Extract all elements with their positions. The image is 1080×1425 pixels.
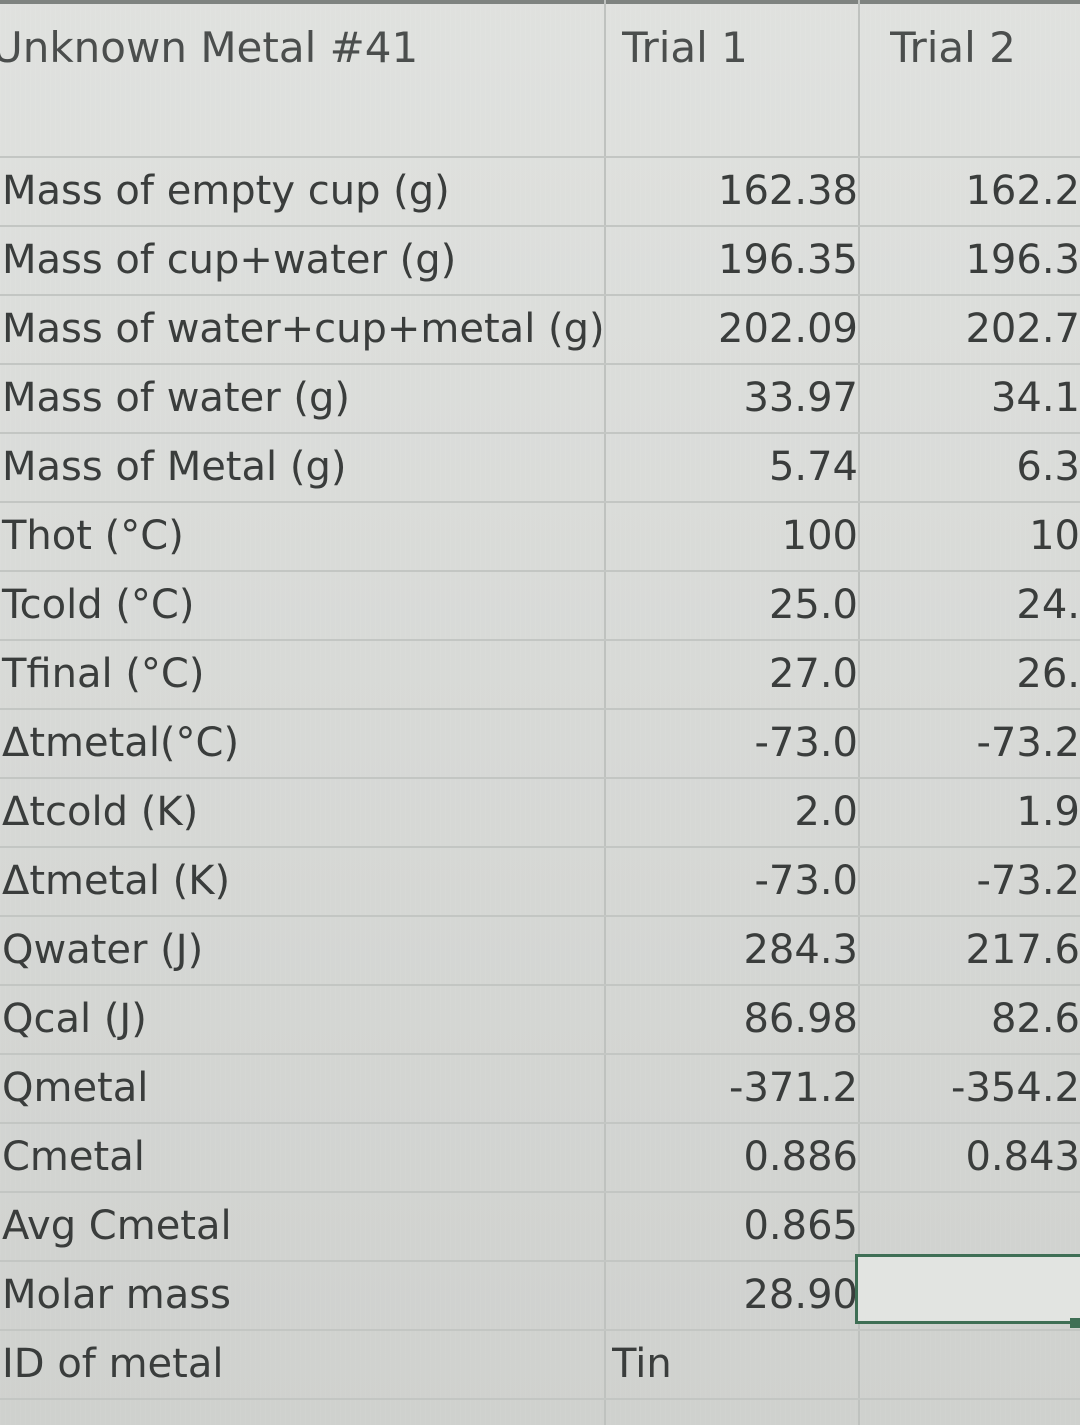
- trial2-value-cell[interactable]: 196.3: [965, 236, 1080, 283]
- trial2-value-cell[interactable]: -354.2: [951, 1064, 1080, 1111]
- row-label-cell[interactable]: Δtmetal (K): [2, 857, 231, 904]
- table-row: Avg Cmetal 0.865: [0, 1191, 1080, 1262]
- trial2-value-cell[interactable]: 24.: [1016, 581, 1080, 628]
- row-label-cell[interactable]: Molar mass: [2, 1271, 231, 1318]
- trial2-value-cell[interactable]: [870, 1191, 1080, 1260]
- table-row: Δtmetal(°C) -73.0 -73.2: [0, 708, 1080, 779]
- trial2-value-cell[interactable]: -73.2: [976, 719, 1080, 766]
- table-row: ID of metal Tin: [0, 1329, 1080, 1400]
- trial2-value-cell[interactable]: 82.6: [990, 995, 1080, 1042]
- trial2-value-cell[interactable]: 162.2: [965, 167, 1080, 214]
- row-label-cell[interactable]: Qwater (J): [2, 926, 204, 973]
- table-row: Tfinal (°C) 27.0 26.: [0, 639, 1080, 710]
- row-label-cell[interactable]: Qcal (J): [2, 995, 147, 1042]
- row-label-cell[interactable]: Δtcold (K): [2, 788, 199, 835]
- trial2-header-cell[interactable]: Trial 2: [890, 22, 1016, 72]
- trial2-value-cell[interactable]: 0.843: [965, 1133, 1080, 1180]
- trial1-value-cell[interactable]: 284.3: [743, 926, 858, 973]
- row-label-cell[interactable]: Δtmetal(°C): [2, 719, 240, 766]
- trial1-value-cell[interactable]: -73.0: [754, 719, 859, 766]
- sheet-title-cell[interactable]: Unknown Metal #41: [0, 22, 419, 72]
- table-row: Qcal (J) 86.98 82.6: [0, 984, 1080, 1055]
- row-label-cell[interactable]: Avg Cmetal: [2, 1202, 232, 1249]
- empty-row: [0, 90, 1080, 158]
- metal-id-value-cell[interactable]: Tin: [612, 1340, 672, 1387]
- row-label-cell[interactable]: Mass of water (g): [2, 374, 350, 421]
- row-label-cell[interactable]: Mass of empty cup (g): [2, 167, 450, 214]
- trial2-value-cell[interactable]: 34.1: [990, 374, 1080, 421]
- trial2-value-cell[interactable]: -73.2: [976, 857, 1080, 904]
- column-divider-a: [604, 0, 606, 1425]
- table-row: Tcold (°C) 25.0 24.: [0, 570, 1080, 641]
- trial1-value-cell[interactable]: 2.0: [794, 788, 858, 835]
- table-row: Mass of Metal (g) 5.74 6.3: [0, 432, 1080, 503]
- trial2-value-cell[interactable]: 26.: [1016, 650, 1080, 697]
- row-label-cell[interactable]: Tcold (°C): [2, 581, 195, 628]
- table-row: Δtcold (K) 2.0 1.9: [0, 777, 1080, 848]
- row-label-cell[interactable]: Thot (°C): [2, 512, 184, 559]
- trial1-value-cell[interactable]: 100: [781, 512, 858, 559]
- trial1-value-cell[interactable]: 27.0: [768, 650, 858, 697]
- trial2-value-cell[interactable]: 1.9: [1016, 788, 1080, 835]
- trial2-value-cell[interactable]: 6.3: [1016, 443, 1080, 490]
- row-label-cell[interactable]: Qmetal: [2, 1064, 149, 1111]
- trial2-value-cell[interactable]: 10: [1029, 512, 1080, 559]
- trial1-value-cell[interactable]: 5.74: [768, 443, 858, 490]
- trial2-value-cell[interactable]: [870, 1329, 1080, 1398]
- table-row: Qmetal -371.2 -354.2: [0, 1053, 1080, 1124]
- trial1-value-cell[interactable]: 0.886: [743, 1133, 858, 1180]
- table-row: Mass of cup+water (g) 196.35 196.3: [0, 225, 1080, 296]
- selected-cell[interactable]: [855, 1254, 1080, 1324]
- table-row: Mass of empty cup (g) 162.38 162.2: [0, 156, 1080, 227]
- trial1-value-cell[interactable]: 196.35: [718, 236, 858, 283]
- trial1-value-cell[interactable]: 0.865: [743, 1202, 858, 1249]
- table-row: Δtmetal (K) -73.0 -73.2: [0, 846, 1080, 917]
- trial1-header-cell[interactable]: Trial 1: [622, 22, 748, 72]
- trial1-value-cell[interactable]: 162.38: [718, 167, 858, 214]
- table-row: Mass of water (g) 33.97 34.1: [0, 363, 1080, 434]
- column-divider-b: [858, 0, 860, 1425]
- trial1-value-cell[interactable]: 28.90: [743, 1271, 858, 1318]
- trial2-value-cell[interactable]: 217.6: [965, 926, 1080, 973]
- trial1-value-cell[interactable]: -371.2: [729, 1064, 858, 1111]
- table-row: Thot (°C) 100 10: [0, 501, 1080, 572]
- table-row: Mass of water+cup+metal (g) 202.09 202.7: [0, 294, 1080, 365]
- row-label-cell[interactable]: Mass of cup+water (g): [2, 236, 457, 283]
- header-row: Unknown Metal #41 Trial 1 Trial 2: [0, 4, 1080, 90]
- row-label-cell[interactable]: Mass of Metal (g): [2, 443, 347, 490]
- row-label-cell[interactable]: Mass of water+cup+metal (g): [2, 305, 604, 352]
- trial1-value-cell[interactable]: 33.97: [743, 374, 858, 421]
- trial1-value-cell[interactable]: 202.09: [718, 305, 858, 352]
- row-label-cell[interactable]: Cmetal: [2, 1133, 145, 1180]
- row-label-cell[interactable]: Tfinal (°C): [2, 650, 205, 697]
- top-border: [0, 0, 1080, 4]
- table-row: Molar mass 28.90: [0, 1260, 1080, 1331]
- trial2-value-cell[interactable]: 202.7: [965, 305, 1080, 352]
- trial1-value-cell[interactable]: 25.0: [768, 581, 858, 628]
- trial1-value-cell[interactable]: -73.0: [754, 857, 859, 904]
- table-row: Cmetal 0.886 0.843: [0, 1122, 1080, 1193]
- fill-handle[interactable]: [1070, 1318, 1080, 1328]
- table-row: Qwater (J) 284.3 217.6: [0, 915, 1080, 986]
- row-label-cell[interactable]: ID of metal: [2, 1340, 224, 1387]
- trial1-value-cell[interactable]: 86.98: [743, 995, 858, 1042]
